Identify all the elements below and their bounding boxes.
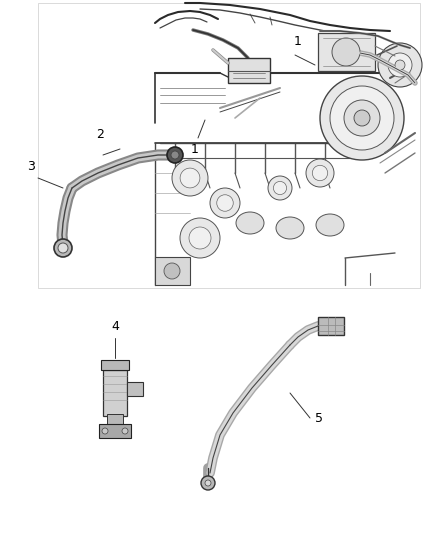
Circle shape (332, 38, 360, 66)
Circle shape (306, 159, 334, 187)
Bar (107, 414, 123, 426)
Circle shape (180, 168, 200, 188)
Circle shape (268, 176, 292, 200)
Text: 1: 1 (191, 143, 199, 156)
Circle shape (273, 181, 286, 195)
Text: 2: 2 (96, 128, 104, 141)
Circle shape (378, 43, 422, 87)
Ellipse shape (236, 212, 264, 234)
Bar (127, 382, 143, 396)
Bar (318, 33, 375, 71)
Text: 5: 5 (315, 411, 323, 424)
Ellipse shape (316, 214, 344, 236)
Bar (228, 58, 270, 83)
Circle shape (210, 188, 240, 218)
Circle shape (171, 151, 179, 159)
Circle shape (395, 60, 405, 70)
Circle shape (167, 147, 183, 163)
Bar (99, 424, 131, 438)
Circle shape (320, 76, 404, 160)
Circle shape (172, 160, 208, 196)
Circle shape (312, 165, 328, 181)
Bar (318, 317, 344, 335)
Circle shape (344, 100, 380, 136)
Text: 3: 3 (27, 160, 35, 173)
Circle shape (180, 218, 220, 258)
Circle shape (388, 53, 412, 77)
Circle shape (189, 227, 211, 249)
Circle shape (164, 263, 180, 279)
Ellipse shape (276, 217, 304, 239)
Bar (155, 257, 190, 285)
Circle shape (201, 476, 215, 490)
Circle shape (330, 86, 394, 150)
Circle shape (58, 243, 68, 253)
Text: 1: 1 (294, 35, 302, 48)
Circle shape (354, 110, 370, 126)
Text: 4: 4 (111, 320, 119, 333)
Circle shape (217, 195, 233, 211)
Circle shape (54, 239, 72, 257)
Circle shape (122, 428, 128, 434)
Bar (38, 3, 420, 288)
Bar (103, 370, 127, 416)
Circle shape (205, 480, 211, 486)
Circle shape (102, 428, 108, 434)
Bar (101, 360, 129, 370)
